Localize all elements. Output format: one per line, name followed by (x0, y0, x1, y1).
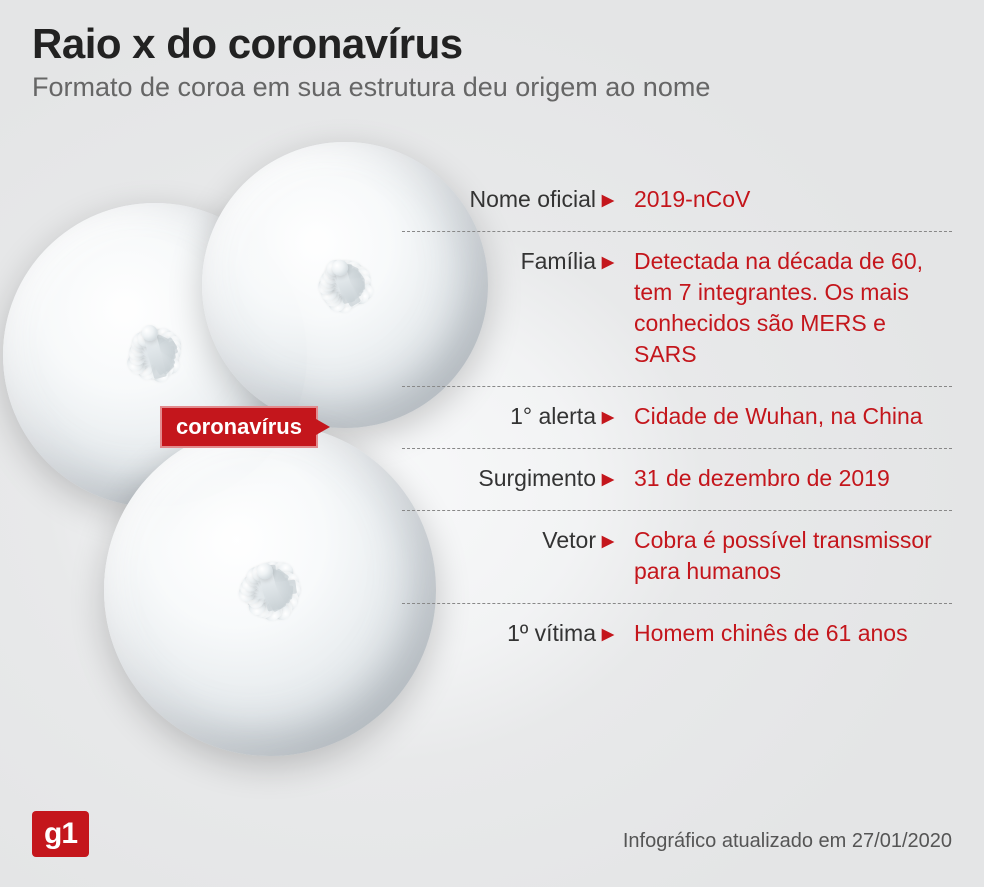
fact-label: 1º vítima (402, 618, 602, 647)
footer-updated-date: Infográfico atualizado em 27/01/2020 (623, 830, 952, 853)
fact-value: Cobra é possível transmissor para humano… (622, 525, 952, 587)
fact-label: Nome oficial (402, 184, 602, 213)
fact-value: Detectada na década de 60, tem 7 integra… (622, 246, 952, 370)
fact-row: Vetor▸Cobra é possível transmissor para … (402, 511, 952, 604)
facts-table: Nome oficial▸2019-nCoVFamília▸Detectada … (402, 170, 952, 665)
page-subtitle: Formato de coroa em sua estrutura deu or… (32, 72, 952, 103)
virus-particle (90, 410, 450, 770)
fact-row: Família▸Detectada na década de 60, tem 7… (402, 232, 952, 387)
fact-row: 1° alerta▸Cidade de Wuhan, na China (402, 387, 952, 449)
brand-logo: g1 (32, 811, 89, 857)
fact-label: 1° alerta (402, 401, 602, 430)
arrow-right-icon: ▸ (602, 401, 622, 430)
fact-value: Cidade de Wuhan, na China (622, 401, 952, 432)
arrow-right-icon: ▸ (602, 525, 622, 554)
arrow-right-icon: ▸ (602, 618, 622, 647)
arrow-right-icon: ▸ (602, 246, 622, 275)
page-title: Raio x do coronavírus (32, 20, 952, 68)
arrow-right-icon: ▸ (602, 184, 622, 213)
infographic-container: Raio x do coronavírus Formato de coroa e… (0, 0, 984, 887)
fact-row: 1º vítima▸Homem chinês de 61 anos (402, 604, 952, 665)
arrow-right-icon: ▸ (602, 463, 622, 492)
fact-value: 31 de dezembro de 2019 (622, 463, 952, 494)
fact-row: Nome oficial▸2019-nCoV (402, 170, 952, 232)
fact-label: Surgimento (402, 463, 602, 492)
fact-value: Homem chinês de 61 anos (622, 618, 952, 649)
fact-row: Surgimento▸31 de dezembro de 2019 (402, 449, 952, 511)
fact-label: Família (402, 246, 602, 275)
fact-label: Vetor (402, 525, 602, 554)
fact-value: 2019-nCoV (622, 184, 952, 215)
virus-label-badge: coronavírus (160, 406, 318, 448)
